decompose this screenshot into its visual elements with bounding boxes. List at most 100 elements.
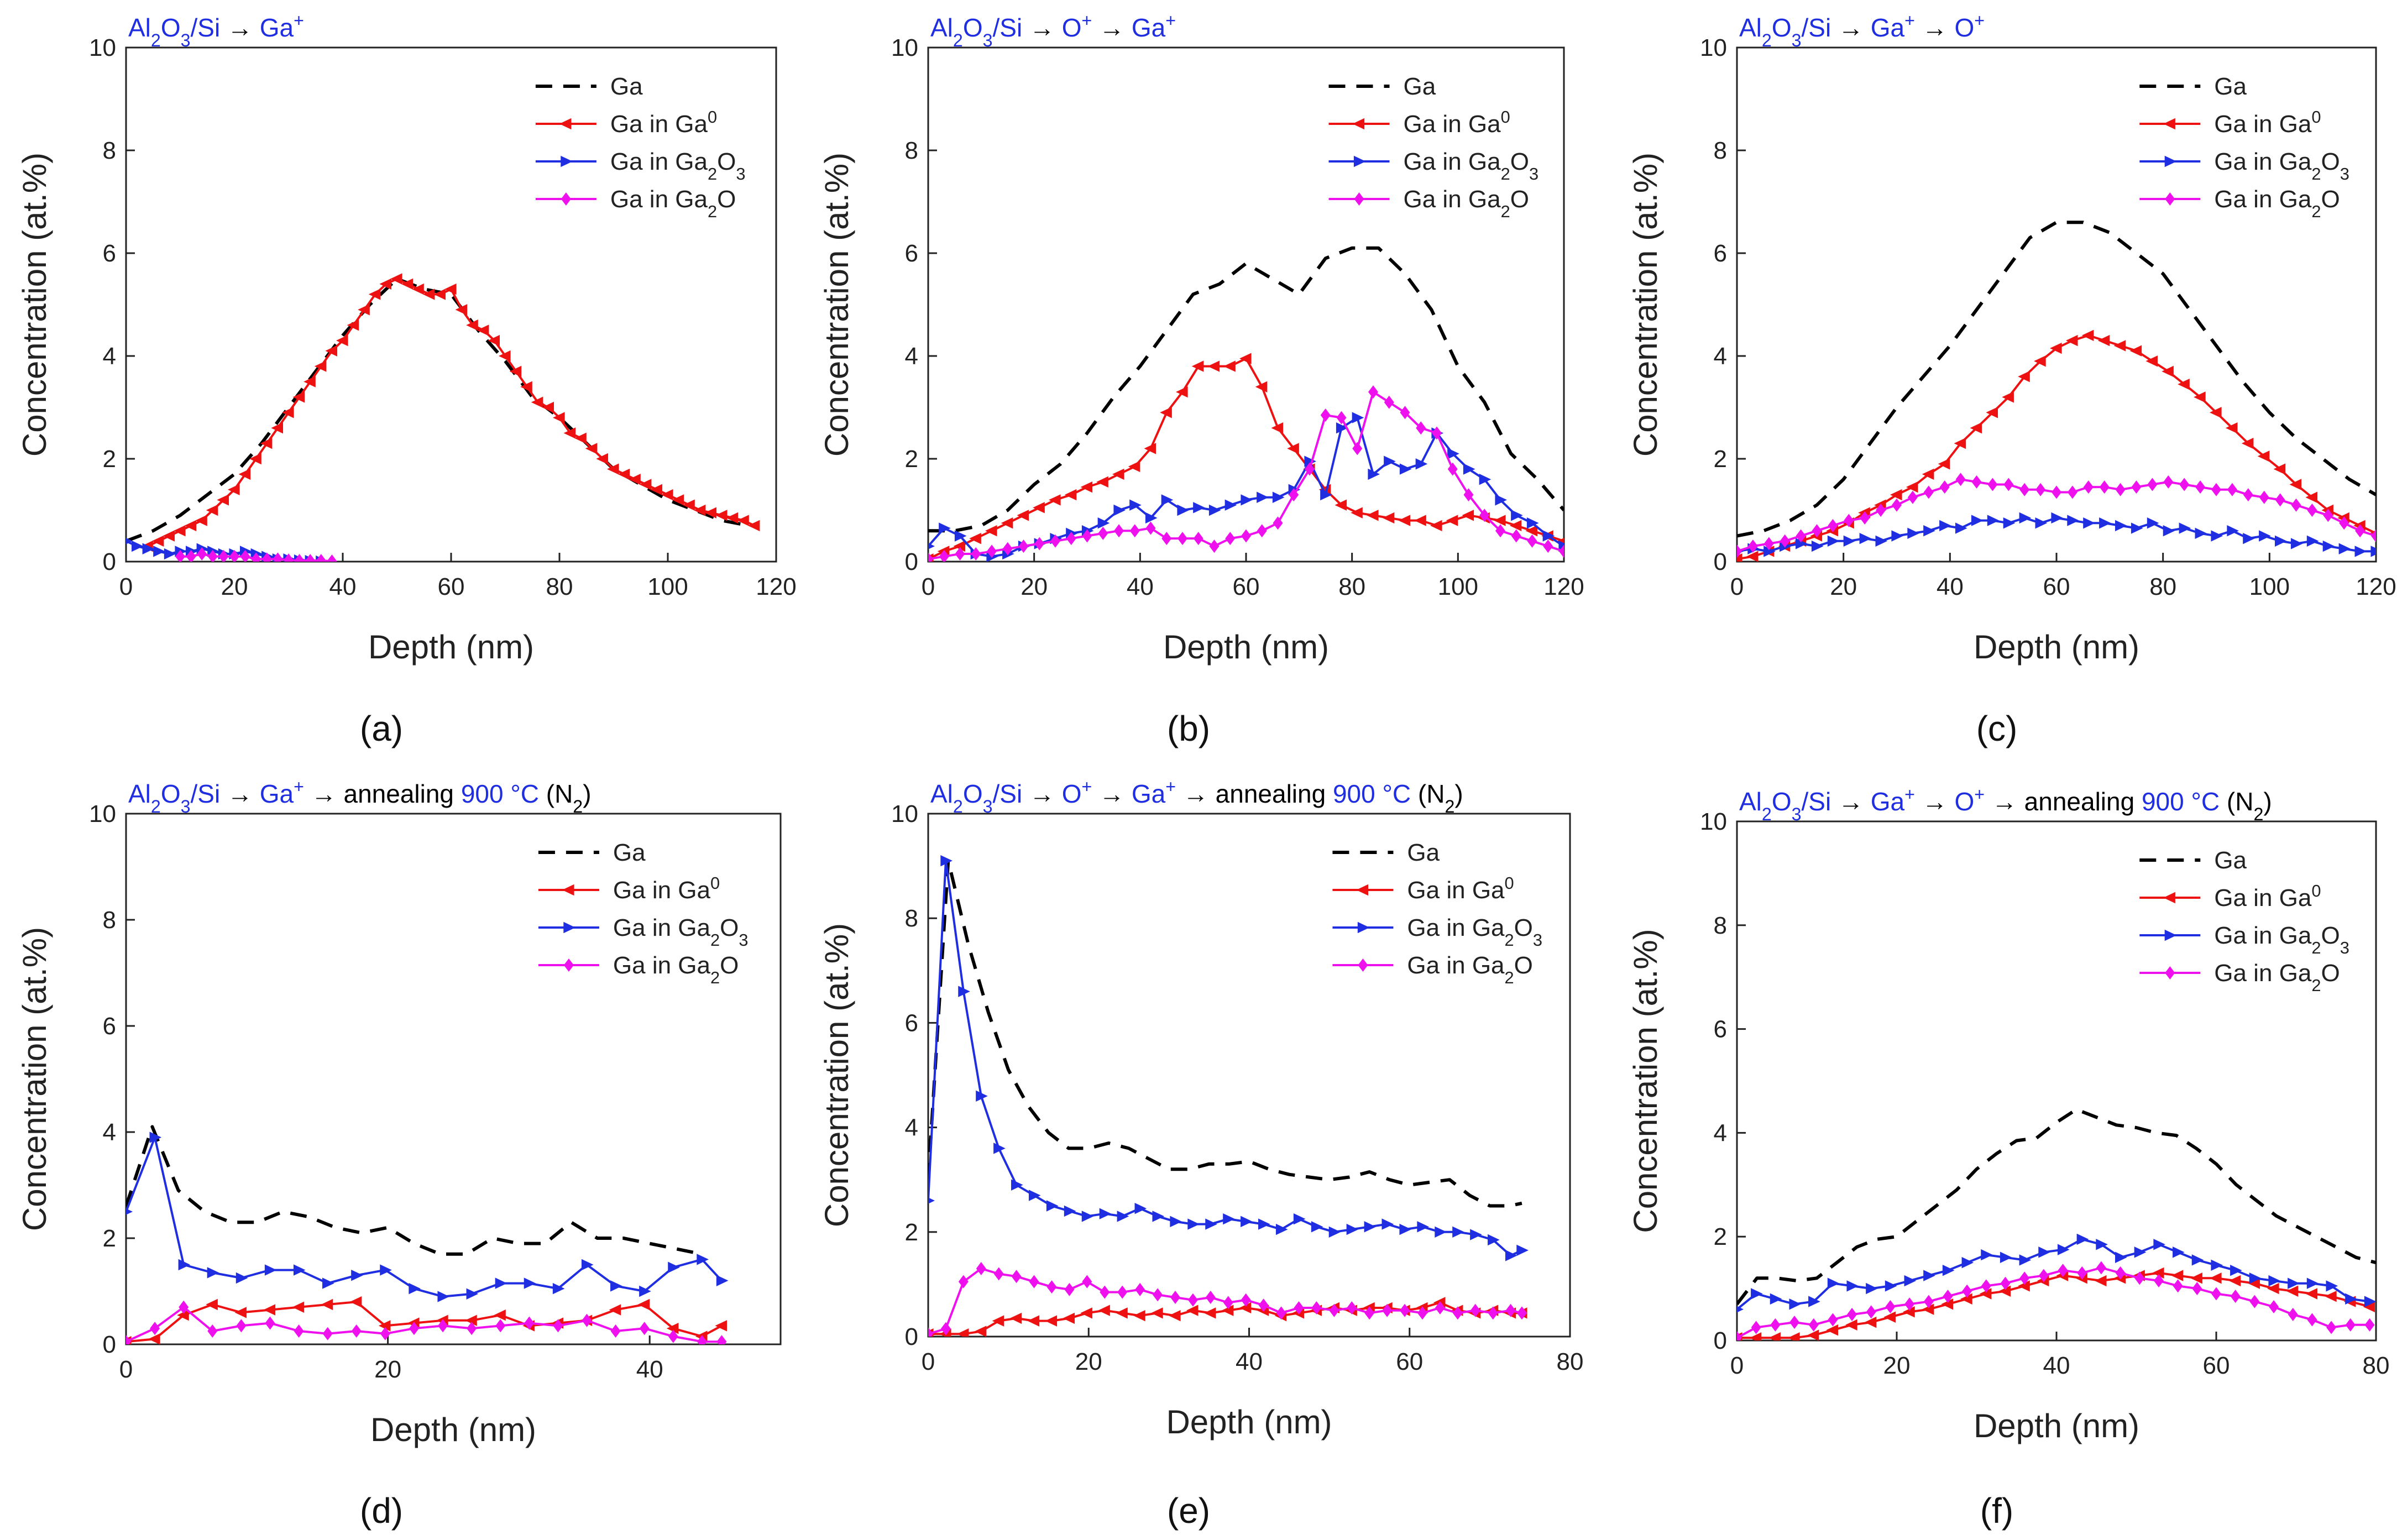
ga2o-diamond-marker: [1320, 408, 1331, 422]
ga2o-diamond-marker: [2364, 1318, 2375, 1332]
x-tick-label: 40: [2043, 1352, 2070, 1379]
ga2o-diamond-marker: [1178, 532, 1187, 546]
legend-label: Ga in Ga2O: [610, 186, 736, 221]
y-tick-label: 10: [891, 800, 918, 827]
ga2o-diamond-marker: [240, 549, 250, 562]
panel-title-part: →: [227, 779, 260, 808]
ga2o-diamond-marker: [1384, 395, 1394, 409]
ga2o-diamond-marker: [1170, 1291, 1180, 1305]
ga0-left-triangle-marker: [1151, 1307, 1163, 1319]
ga2o-diamond-marker: [2099, 480, 2110, 494]
ga2o-diamond-marker: [2211, 1287, 2221, 1301]
ga2o-diamond-marker: [1981, 1279, 1991, 1293]
ga2o3-right-triangle-marker: [293, 1264, 306, 1276]
legend-label: Ga: [1404, 73, 1436, 100]
plot-area: [928, 246, 1564, 562]
ga0-left-triangle-marker: [422, 289, 435, 300]
ga2o3-right-triangle-marker: [495, 1277, 507, 1289]
ga2o-diamond-marker: [438, 1319, 448, 1333]
legend-label: Ga in Ga2O3: [2214, 148, 2349, 184]
series-line-ga2o3: [126, 1136, 723, 1298]
ga2o-diamond-marker: [940, 1322, 951, 1335]
y-tick-label: 10: [89, 800, 116, 827]
ga2o3-right-triangle-marker: [2003, 517, 2016, 529]
ga0-left-triangle-marker: [368, 289, 381, 300]
legend-label-part: O: [720, 952, 739, 979]
ga0-left-triangle-marker: [1398, 515, 1411, 526]
legend-label-part: Ga in Ga: [610, 148, 708, 175]
ga0-left-triangle-marker: [349, 1296, 362, 1308]
ga2o3-right-triangle-marker: [1923, 1270, 1935, 1281]
ga2o3-right-triangle-marker: [2268, 1275, 2281, 1287]
legend-label-part: O: [717, 148, 736, 175]
ga2o-diamond-marker: [2038, 1269, 2049, 1282]
ga2o3-right-triangle-marker: [1751, 1288, 1763, 1300]
panel-title-part: Ga: [1132, 779, 1166, 808]
panel-title-part: /Si: [993, 779, 1029, 808]
legend-label-part: 3: [1533, 930, 1542, 950]
panel-caption: (e): [1167, 1491, 1210, 1531]
legend-item-ga: Ga: [538, 839, 646, 866]
ga2o3-right-triangle-marker: [2370, 546, 2376, 557]
panel-title-part: +: [1082, 11, 1092, 30]
ga2o3-right-triangle-marker: [207, 1267, 219, 1279]
ga2o-diamond-marker: [1311, 1301, 1322, 1314]
panel-title-part: 2: [953, 797, 963, 816]
ga0-left-triangle-marker: [2002, 391, 2014, 403]
panel-title: Al2O3/Si → O+ → Ga+ → annealing 900 °C (…: [930, 777, 1463, 816]
ga0-left-triangle-marker: [1807, 1329, 1819, 1340]
panel-title-part: ): [2263, 787, 2272, 816]
x-tick-label: 40: [1127, 573, 1154, 600]
ga0-left-triangle-marker: [1186, 1305, 1199, 1316]
ga0-left-triangle-marker: [1063, 1312, 1075, 1324]
ga0-left-triangle-marker: [1414, 515, 1426, 526]
ga2o-diamond-marker: [1470, 1303, 1480, 1317]
ga2o3-right-triangle-marker: [2288, 1277, 2300, 1289]
ga0-left-triangle-marker: [1239, 1302, 1252, 1314]
y-tick-label: 6: [103, 240, 116, 267]
legend-label-part: Ga in Ga: [1407, 877, 1505, 904]
ga2o-diamond-marker: [1347, 1301, 1357, 1314]
legend-item-ga2o3: Ga in Ga2O3: [538, 914, 749, 950]
y-tick-label: 8: [103, 137, 116, 164]
ga2o3-right-triangle-marker: [1808, 1296, 1820, 1307]
ga2o-diamond-marker: [958, 1275, 969, 1288]
ga2o3-right-triangle-marker: [1081, 1211, 1094, 1222]
ga2o3-right-triangle-marker: [1257, 491, 1269, 503]
ga0-left-triangle-marker: [1938, 458, 1950, 470]
ga2o3-right-triangle-marker: [437, 1291, 450, 1302]
ga2o3-right-triangle-marker: [1170, 1216, 1182, 1228]
ga2o-diamond-marker: [1064, 1282, 1075, 1296]
legend-label: Ga: [2214, 847, 2247, 874]
legend-label: Ga: [1407, 839, 1440, 866]
ga2o-diamond-marker: [1488, 1306, 1498, 1320]
legend-label: Ga in Ga2O3: [2214, 922, 2349, 957]
y-tick-label: 6: [905, 240, 918, 267]
ga2o-diamond-marker: [2345, 1318, 2356, 1332]
legend-item-ga2o3: Ga in Ga2O3: [2139, 148, 2349, 184]
panel-title-part: →: [1915, 787, 1955, 816]
ga2o-diamond-marker: [1257, 524, 1267, 538]
ga0-left-triangle-marker: [2162, 365, 2174, 378]
ga2o-diamond-marker: [1329, 1303, 1339, 1317]
legend-label: Ga in Ga0: [613, 873, 720, 904]
panel-caption: (d): [360, 1491, 403, 1531]
ga2o-diamond-marker: [1364, 1306, 1375, 1320]
legend-label-part: Ga in Ga: [2214, 922, 2312, 949]
legend-label-part: O: [1510, 186, 1529, 213]
ga2o-diamond-marker: [1018, 539, 1029, 553]
panel-title-part: Al: [930, 13, 953, 42]
y-tick-label: 2: [1714, 1223, 1727, 1250]
x-tick-label: 20: [374, 1356, 401, 1383]
ga0-left-triangle-marker: [163, 530, 175, 542]
ga2o-diamond-marker: [1223, 1296, 1233, 1309]
ga2o-diamond-marker: [2291, 498, 2301, 512]
legend-item-ga2o3: Ga in Ga2O3: [2139, 922, 2349, 957]
ga2o-diamond-marker: [939, 549, 949, 562]
ga0-left-triangle-marker: [260, 437, 273, 449]
legend-label-part: Ga in Ga: [613, 877, 711, 904]
ga2o-diamond-marker: [2192, 1282, 2202, 1296]
ga0-left-triangle-marker: [2248, 1277, 2260, 1289]
